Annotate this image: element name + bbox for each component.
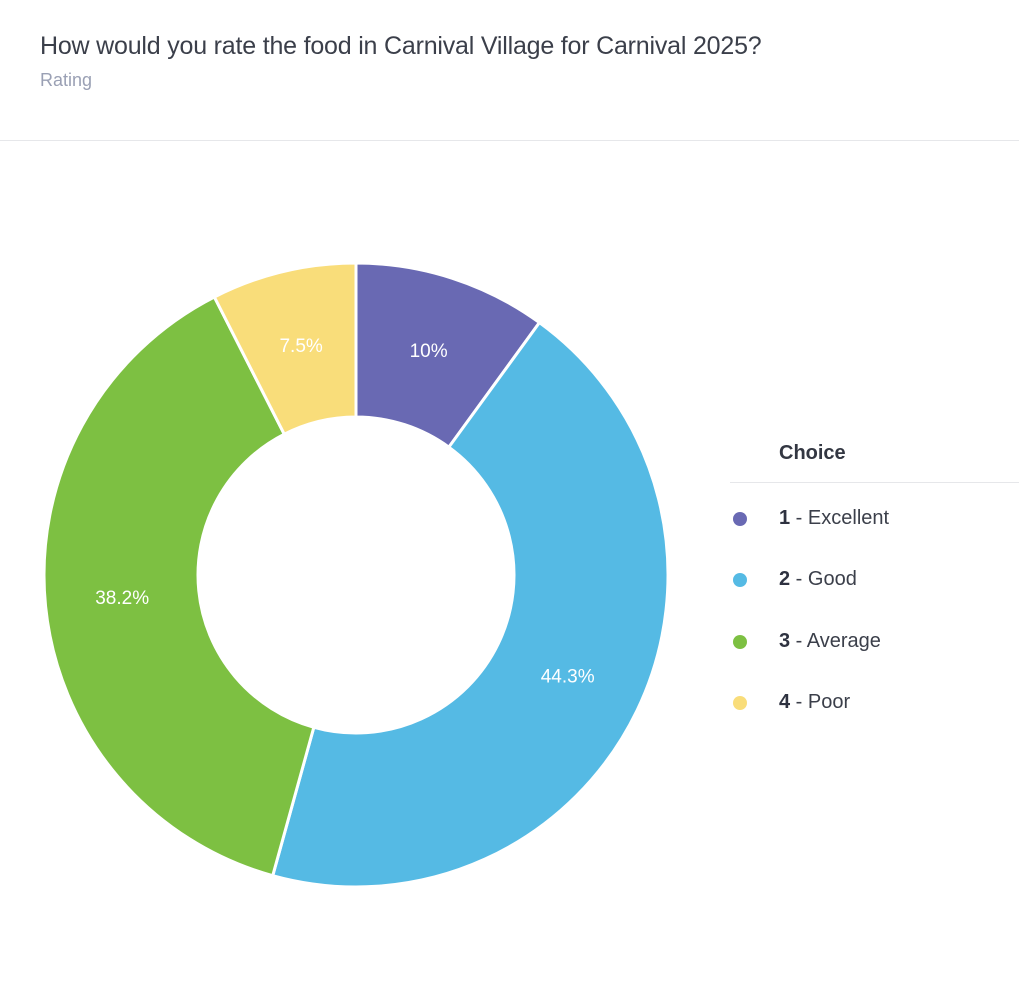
legend-color-dot [733,695,747,710]
legend-title: Choice [730,425,1019,483]
slice-label-excellent: 10% [410,341,448,362]
legend-item-good[interactable]: 2 - Good [730,547,1019,608]
question-header: How would you rate the food in Carnival … [0,0,1019,141]
legend-choice-number: 4 [779,690,791,713]
legend-color-dot [733,512,747,526]
legend-color-dot [733,634,747,649]
donut-slice-average[interactable] [42,294,316,878]
legend-separator: - [790,568,808,591]
legend-choice-label: Good [807,568,857,591]
question-type-label: Rating [40,70,93,90]
slice-label-poor: 7.5% [279,336,322,357]
legend-label: 3 - Average [779,609,881,673]
legend-label: 4 - Poor [779,670,850,734]
legend-list: 1 - Excellent 2 - Good 3 - Average 4 - Poor [730,486,1019,731]
legend-label: 2 - Good [779,547,857,611]
legend-separator: - [790,507,808,529]
donut-slice-poor[interactable] [212,261,358,437]
slice-label-average: 38.2% [95,588,149,609]
legend-separator: - [790,629,807,652]
legend-color-dot [733,573,747,588]
legend-choice-number: 1 [779,507,791,529]
legend-choice-number: 2 [779,568,791,591]
question-title: How would you rate the food in Carnival … [40,32,762,60]
legend-item-average[interactable]: 3 - Average [730,609,1019,670]
slice-label-good: 44.3% [541,667,595,688]
legend-item-poor[interactable]: 4 - Poor [730,670,1019,731]
chart-legend: Choice 1 - Excellent 2 - Good 3 - Average 4… [730,425,1019,731]
legend-label: 1 - Excellent [779,486,889,550]
legend-choice-label: Excellent [807,507,890,529]
legend-separator: - [790,690,808,713]
legend-choice-label: Poor [807,690,851,713]
legend-item-excellent[interactable]: 1 - Excellent [730,486,1019,547]
legend-choice-number: 3 [779,629,791,652]
donut-slice-good[interactable] [270,320,670,889]
donut-chart: 10% 44.3% 38.2% 7.5% [42,261,670,889]
legend-choice-label: Average [806,629,881,652]
